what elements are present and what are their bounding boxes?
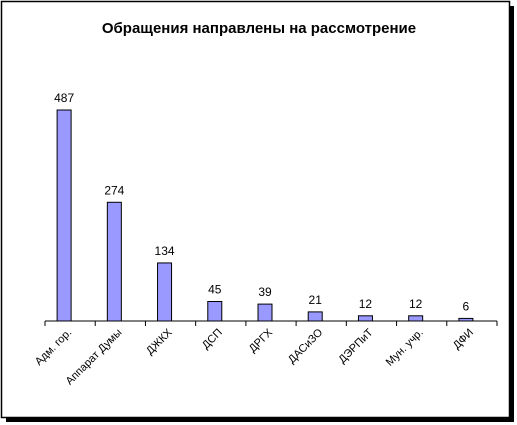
data-label: 6: [463, 299, 470, 313]
data-label: 39: [258, 285, 272, 299]
data-label: 45: [208, 283, 222, 297]
bar: [207, 301, 223, 322]
bars-group: 487 274 134 45 39 21 12 12 6: [54, 91, 474, 322]
bar: [257, 303, 273, 322]
data-label: 487: [54, 91, 74, 105]
data-label: 12: [409, 297, 423, 311]
bar: [357, 315, 373, 322]
chart-title: Обращения направлены на рассмотрение: [102, 20, 416, 37]
data-label: 274: [104, 183, 124, 197]
bar: [157, 262, 173, 322]
frame-border: [0, 0, 511, 419]
data-label: 134: [155, 244, 175, 258]
data-label: 12: [359, 297, 373, 311]
bar: [106, 201, 122, 322]
data-label: 21: [309, 293, 323, 307]
bar: [56, 109, 72, 322]
bar: [307, 311, 323, 322]
bar: [408, 315, 424, 322]
